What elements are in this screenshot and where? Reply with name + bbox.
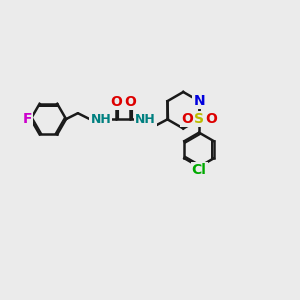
Text: Cl: Cl — [192, 163, 206, 177]
Text: O: O — [181, 112, 193, 126]
Text: N: N — [193, 94, 205, 108]
Text: NH: NH — [135, 112, 156, 126]
Text: O: O — [110, 95, 122, 109]
Text: NH: NH — [91, 112, 111, 126]
Text: F: F — [22, 112, 32, 126]
Text: O: O — [206, 112, 218, 126]
Text: S: S — [194, 112, 204, 126]
Text: O: O — [124, 95, 136, 109]
